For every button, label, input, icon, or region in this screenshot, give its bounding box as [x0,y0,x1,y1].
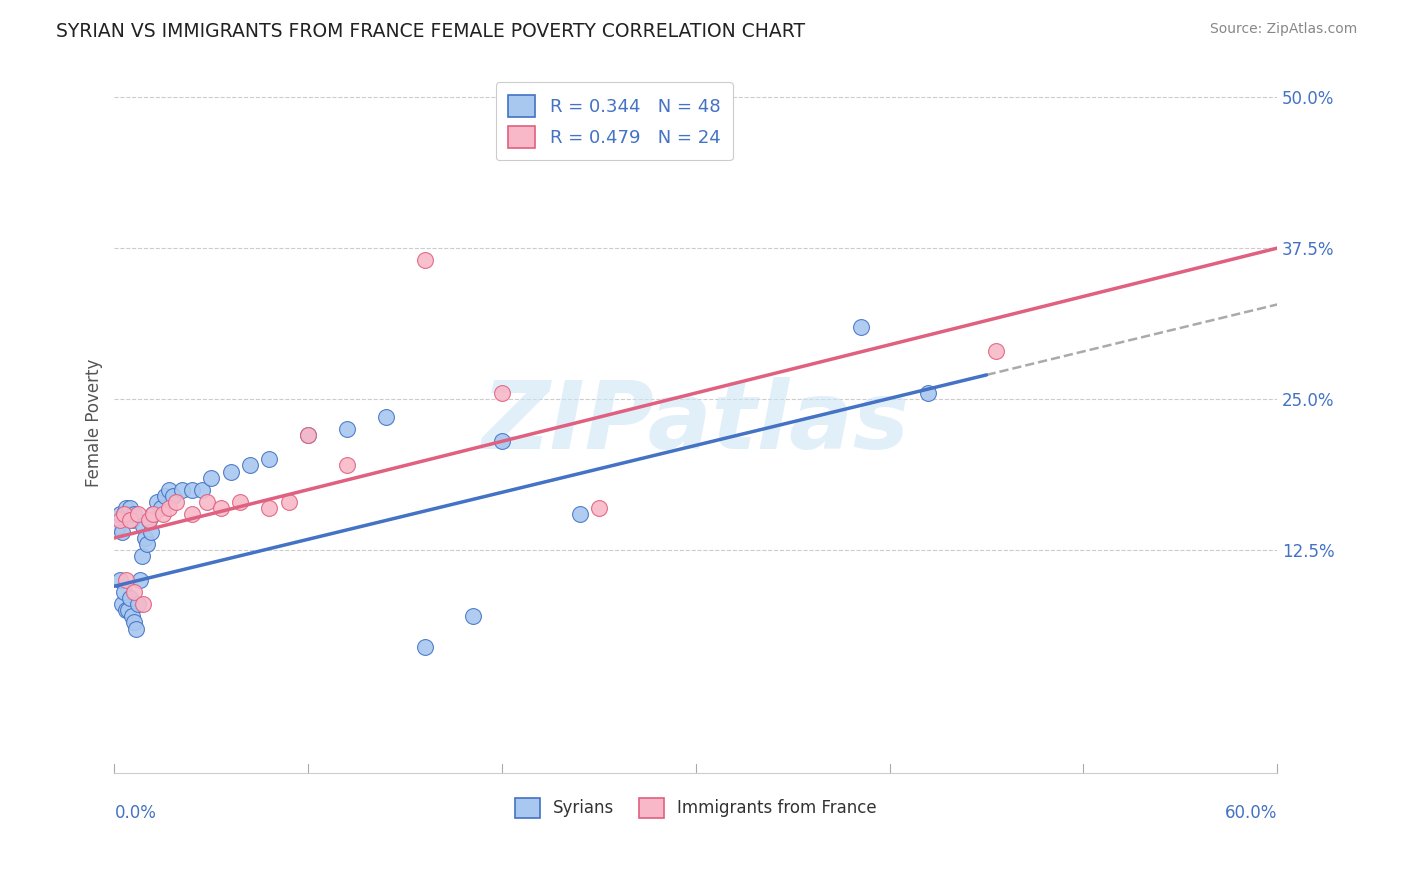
Point [136,537,159,551]
Text: SYRIAN VS IMMIGRANTS FROM FRANCE FEMALE POVERTY CORRELATION CHART: SYRIAN VS IMMIGRANTS FROM FRANCE FEMALE … [56,22,806,41]
Point [142,507,165,521]
Point [153,489,176,503]
Point [200,470,222,484]
Point [138,513,160,527]
Point [229,494,252,508]
Legend: Syrians, Immigrants from France: Syrians, Immigrants from France [508,791,884,824]
Point [181,483,204,497]
Point [413,253,436,268]
Text: 60.0%: 60.0% [1225,804,1277,822]
Point [115,603,138,617]
Text: Source: ZipAtlas.com: Source: ZipAtlas.com [1209,22,1357,37]
Point [110,513,132,527]
Point [849,319,872,334]
Point [127,598,149,612]
Point [142,507,165,521]
Point [110,573,132,587]
Point [128,573,150,587]
Point [491,386,513,401]
Point [115,500,138,515]
Point [461,609,484,624]
Point [127,507,149,521]
Point [125,622,148,636]
Point [132,519,155,533]
Point [190,483,212,497]
Point [152,507,174,521]
Point [157,500,180,515]
Point [112,585,135,599]
Point [118,591,141,606]
Point [165,494,187,508]
Text: 0.0%: 0.0% [114,804,156,822]
Point [568,507,591,521]
Point [239,458,262,473]
Point [121,609,143,624]
Point [259,452,281,467]
Point [181,507,204,521]
Point [259,500,281,515]
Point [118,500,141,515]
Point [138,513,160,527]
Point [146,494,169,508]
Point [112,507,135,521]
Point [219,465,242,479]
Point [297,428,319,442]
Point [122,585,145,599]
Point [986,343,1008,358]
Point [374,410,396,425]
Point [134,531,156,545]
Point [111,598,134,612]
Point [336,422,359,436]
Point [117,603,139,617]
Text: ZIPatlas: ZIPatlas [482,377,910,469]
Point [149,500,172,515]
Point [209,500,232,515]
Y-axis label: Female Poverty: Female Poverty [86,359,103,487]
Point [172,483,194,497]
Point [157,483,180,497]
Point [413,640,436,654]
Point [162,489,184,503]
Point [117,507,139,521]
Point [132,598,155,612]
Point [491,434,513,449]
Point [131,549,153,563]
Point [297,428,319,442]
Point [111,524,134,539]
Point [115,573,138,587]
Point [588,500,610,515]
Point [197,494,219,508]
Point [110,507,132,521]
Point [917,386,939,401]
Point [107,519,129,533]
Point [122,615,145,630]
Point [277,494,299,508]
Point [336,458,359,473]
Point [112,507,135,521]
Point [118,513,141,527]
Point [121,513,143,527]
Point [122,507,145,521]
Point [141,524,163,539]
